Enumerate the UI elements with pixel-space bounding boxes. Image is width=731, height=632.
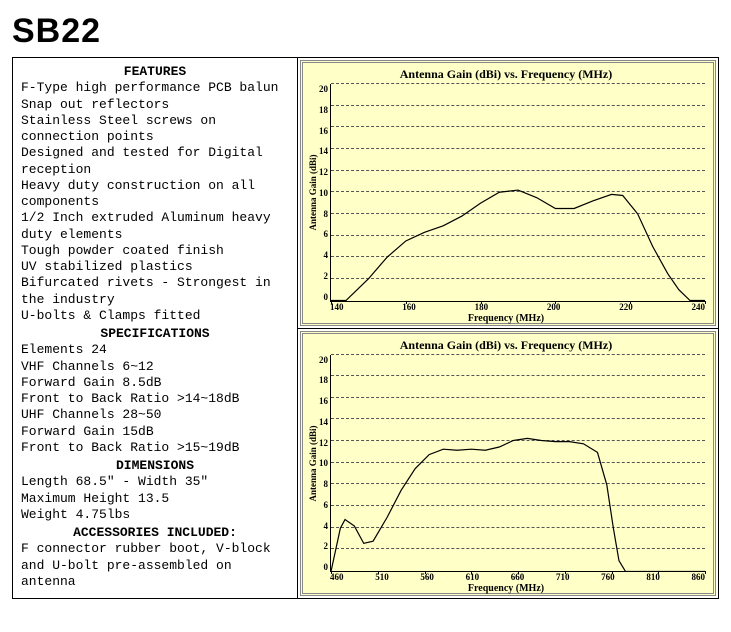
x-tick: 560 (420, 572, 434, 582)
x-tick: 240 (691, 302, 705, 312)
text-line: Weight 4.75lbs (21, 507, 289, 523)
x-tick: 140 (330, 302, 344, 312)
y-tick: 0 (319, 562, 328, 572)
y-tick: 14 (319, 146, 328, 156)
chart-2: Antenna Gain (dBi) vs. Frequency (MHz) An… (300, 331, 716, 597)
text-line: Maximum Height 13.5 (21, 491, 289, 507)
y-tick: 8 (319, 479, 328, 489)
y-tick: 8 (319, 209, 328, 219)
y-tick: 10 (319, 188, 328, 198)
y-tick: 14 (319, 417, 328, 427)
specifications-heading: SPECIFICATIONS (21, 326, 289, 342)
x-tick: 710 (556, 572, 570, 582)
x-axis-ticks: 140160180200220240 (330, 302, 705, 312)
text-line: Length 68.5" - Width 35" (21, 474, 289, 490)
x-tick: 760 (601, 572, 615, 582)
accessories-heading: ACCESSORIES INCLUDED: (21, 525, 289, 541)
plot-area (330, 355, 705, 573)
text-line: Stainless Steel screws on connection poi… (21, 113, 289, 146)
x-tick: 610 (466, 572, 480, 582)
chart-2-cell: Antenna Gain (dBi) vs. Frequency (MHz) An… (298, 329, 718, 599)
y-tick: 18 (319, 375, 328, 385)
text-line: Front to Back Ratio >14~18dB (21, 391, 289, 407)
x-tick: 860 (692, 572, 706, 582)
text-line: F-Type high performance PCB balun (21, 80, 289, 96)
text-column: FEATURES F-Type high performance PCB bal… (13, 58, 298, 598)
y-tick: 18 (319, 105, 328, 115)
features-heading: FEATURES (21, 64, 289, 80)
x-axis-label: Frequency (MHz) (307, 583, 705, 594)
text-line: Bifurcated rivets - Strongest in the ind… (21, 275, 289, 308)
accessories-body: F connector rubber boot, V-block and U-b… (21, 541, 289, 590)
y-axis-label: Antenna Gain (dBi) (307, 355, 319, 573)
y-axis-ticks: 20181614121086420 (319, 355, 330, 573)
text-line: Snap out reflectors (21, 97, 289, 113)
text-line: Heavy duty construction on all component… (21, 178, 289, 211)
text-line: UHF Channels 28~50 (21, 407, 289, 423)
y-tick: 4 (319, 521, 328, 531)
dimensions-heading: DIMENSIONS (21, 458, 289, 474)
y-tick: 20 (319, 355, 328, 365)
y-tick: 12 (319, 438, 328, 448)
y-tick: 0 (319, 292, 328, 302)
plot-area (330, 84, 705, 302)
x-axis-label: Frequency (MHz) (307, 313, 705, 324)
text-line: Forward Gain 15dB (21, 424, 289, 440)
y-tick: 20 (319, 84, 328, 94)
dimensions-body: Length 68.5" - Width 35"Maximum Height 1… (21, 474, 289, 523)
product-title: SB22 (12, 12, 719, 51)
x-tick: 200 (547, 302, 561, 312)
curve (331, 355, 705, 572)
curve (331, 84, 705, 301)
text-line: F connector rubber boot, V-block and U-b… (21, 541, 289, 590)
text-line: 1/2 Inch extruded Aluminum heavy duty el… (21, 210, 289, 243)
features-body: F-Type high performance PCB balunSnap ou… (21, 80, 289, 324)
chart-1-cell: Antenna Gain (dBi) vs. Frequency (MHz) An… (298, 58, 718, 329)
text-line: Tough powder coated finish (21, 243, 289, 259)
text-line: U-bolts & Clamps fitted (21, 308, 289, 324)
text-line: UV stabilized plastics (21, 259, 289, 275)
chart-title: Antenna Gain (dBi) vs. Frequency (MHz) (307, 338, 705, 353)
text-line: VHF Channels 6~12 (21, 359, 289, 375)
y-tick: 2 (319, 541, 328, 551)
y-axis-label: Antenna Gain (dBi) (307, 84, 319, 302)
chart-1: Antenna Gain (dBi) vs. Frequency (MHz) An… (300, 60, 716, 326)
x-tick: 460 (330, 572, 344, 582)
y-tick: 10 (319, 458, 328, 468)
y-tick: 6 (319, 500, 328, 510)
chart-title: Antenna Gain (dBi) vs. Frequency (MHz) (307, 67, 705, 82)
y-tick: 2 (319, 271, 328, 281)
text-line: Forward Gain 8.5dB (21, 375, 289, 391)
y-axis-ticks: 20181614121086420 (319, 84, 330, 302)
y-tick: 16 (319, 396, 328, 406)
y-tick: 4 (319, 250, 328, 260)
text-line: Elements 24 (21, 342, 289, 358)
text-line: Designed and tested for Digital receptio… (21, 145, 289, 178)
charts-column: Antenna Gain (dBi) vs. Frequency (MHz) An… (298, 58, 718, 598)
y-tick: 16 (319, 126, 328, 136)
y-tick: 12 (319, 167, 328, 177)
x-tick: 160 (402, 302, 416, 312)
spec-sheet-container: FEATURES F-Type high performance PCB bal… (12, 57, 719, 599)
specifications-body: Elements 24VHF Channels 6~12Forward Gain… (21, 342, 289, 456)
text-line: Front to Back Ratio >15~19dB (21, 440, 289, 456)
y-tick: 6 (319, 229, 328, 239)
